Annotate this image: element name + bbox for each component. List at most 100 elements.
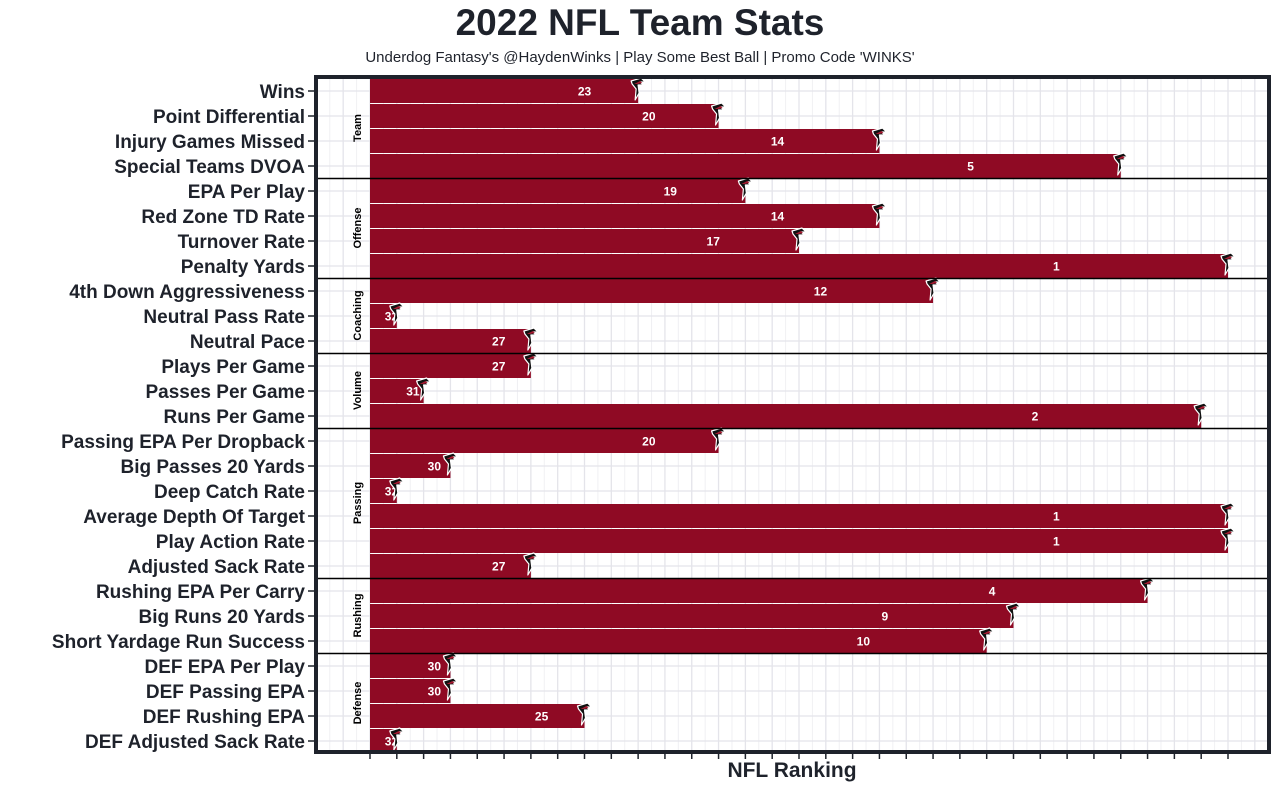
y-axis-label: DEF Rushing EPA (143, 707, 305, 728)
falcon-logo-icon (979, 627, 995, 651)
bar-def-passing-epa (370, 679, 451, 703)
data-label: 10 (857, 635, 871, 649)
falcon-logo-icon (710, 427, 727, 451)
data-label: 12 (814, 285, 828, 299)
data-label: 4 (989, 585, 996, 599)
data-label: 25 (535, 710, 549, 724)
bar-def-rushing-epa (370, 704, 585, 728)
y-axis-label: Penalty Yards (181, 257, 305, 278)
data-label: 30 (428, 660, 442, 674)
falcon-logo-icon (871, 127, 888, 151)
falcon-logo-icon (523, 552, 539, 576)
data-label: 2 (1032, 410, 1039, 424)
bar-short-yardage-run-success (370, 629, 987, 653)
data-label: 20 (642, 110, 656, 124)
bar-runs-per-game (370, 404, 1202, 428)
panel-border (314, 75, 1271, 754)
data-label: 30 (428, 685, 442, 699)
y-axis-label: DEF Adjusted Sack Rate (85, 732, 305, 753)
facet-label-offense: Offense (352, 208, 364, 249)
falcon-logo-icon (871, 202, 888, 226)
bar-def-epa-per-play (370, 654, 451, 678)
chart-title: 2022 NFL Team Stats (455, 2, 825, 43)
falcon-logo-icon (442, 652, 459, 676)
y-axis-label: Big Passes 20 Yards (121, 457, 306, 478)
bar-play-action-rate (370, 529, 1228, 553)
bar-penalty-yards (370, 254, 1228, 278)
data-label: 9 (881, 610, 888, 624)
data-label: 23 (578, 85, 592, 99)
y-axis-label: Neutral Pace (190, 332, 305, 353)
data-label: 19 (664, 185, 678, 199)
y-axis-label: Passing EPA Per Dropback (61, 432, 305, 453)
falcon-logo-icon (389, 302, 405, 326)
y-axis-label: Rushing EPA Per Carry (96, 582, 305, 603)
data-label: 14 (771, 210, 785, 224)
data-label: 31 (406, 385, 420, 399)
y-axis-label: Plays Per Game (161, 357, 305, 378)
facet-separators (318, 177, 1267, 655)
data-label: 17 (707, 235, 721, 249)
facet-label-defense: Defense (352, 682, 364, 725)
chart-subtitle: Underdog Fantasy's @HaydenWinks | Play S… (365, 49, 915, 66)
bar-average-depth-of-target (370, 504, 1228, 528)
falcon-logo-icon (442, 677, 459, 701)
facet-label-passing: Passing (352, 482, 364, 524)
bar-injury-games-missed (370, 129, 880, 153)
data-label: 1 (1053, 535, 1060, 549)
falcon-logo-icon (1220, 527, 1236, 551)
facet-label-coaching: Coaching (352, 290, 364, 340)
y-axis-label: DEF EPA Per Play (144, 657, 305, 678)
bars: 2320145191417112322727312203032112749103… (370, 77, 1236, 753)
falcon-logo-icon (1113, 152, 1129, 176)
bar-neutral-pace (370, 329, 531, 353)
falcon-logo-icon (630, 77, 646, 101)
bar-big-passes-20-yards (370, 454, 451, 478)
bar-point-differential (370, 104, 719, 128)
falcon-logo-icon (710, 102, 727, 126)
data-label: 5 (967, 160, 974, 174)
bar-passing-epa-per-dropback (370, 429, 719, 453)
data-label: 30 (428, 460, 442, 474)
x-axis-ticks (369, 754, 1229, 759)
y-axis-label: Special Teams DVOA (114, 157, 305, 178)
y-axis-label: Big Runs 20 Yards (139, 607, 306, 628)
y-axis-label: Average Depth Of Target (83, 507, 305, 528)
y-axis-label: DEF Passing EPA (146, 682, 305, 703)
falcon-logo-icon (523, 352, 539, 376)
falcon-logo-icon (523, 327, 539, 351)
y-axis-label: Wins (260, 82, 305, 103)
bar-passes-per-game (370, 379, 424, 403)
falcon-logo-icon (1139, 577, 1156, 601)
falcon-logo-icon (576, 702, 593, 726)
y-axis-label: 4th Down Aggressiveness (69, 282, 305, 303)
y-axis-label: Neutral Pass Rate (143, 307, 305, 328)
falcon-logo-icon (791, 227, 807, 251)
falcon-logo-icon (389, 727, 405, 751)
y-axis-label: Play Action Rate (156, 532, 305, 553)
facet-label-rushing: Rushing (352, 594, 364, 638)
y-axis-label: Deep Catch Rate (154, 482, 305, 503)
falcon-logo-icon (416, 377, 432, 401)
falcon-logo-icon (1005, 602, 1022, 626)
y-axis-label: Turnover Rate (178, 232, 305, 253)
facet-label-volume: Volume (352, 371, 364, 410)
falcon-logo-icon (925, 277, 941, 301)
data-label: 27 (492, 360, 506, 374)
y-axis-label: EPA Per Play (188, 182, 306, 203)
falcon-logo-icon (442, 452, 459, 476)
bar-turnover-rate (370, 229, 799, 253)
data-label: 1 (1053, 510, 1060, 524)
y-axis-label: Passes Per Game (145, 382, 305, 403)
facet-labels: Team Offense Coaching Volume Passing Rushing D… (352, 114, 364, 725)
data-label: 1 (1053, 260, 1060, 274)
y-axis-label: Point Differential (153, 107, 305, 128)
data-label: 27 (492, 560, 506, 574)
y-axis-labels: Wins Point Differential Injury Games Misse… (52, 82, 314, 753)
y-axis-label: Runs Per Game (164, 407, 306, 428)
bar-special-teams-dvoa (370, 154, 1121, 178)
bar-adjusted-sack-rate (370, 554, 531, 578)
bar-wins (370, 79, 639, 103)
bar-big-runs-20-yards (370, 604, 1014, 628)
